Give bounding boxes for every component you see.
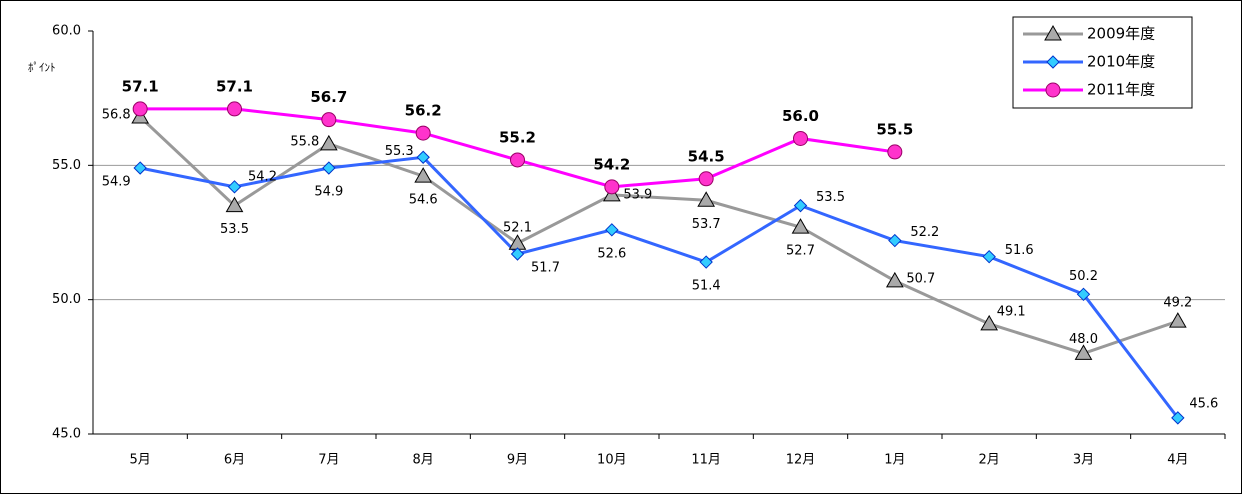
data-point <box>321 112 337 128</box>
data-label: 57.1 <box>122 77 159 95</box>
y-tick-label: 45.0 <box>52 427 81 442</box>
data-point <box>416 150 430 164</box>
x-tick-label: 1月 <box>884 453 905 468</box>
data-label: 49.1 <box>997 304 1026 319</box>
data-label: 55.2 <box>499 128 536 146</box>
data-label: 51.4 <box>692 279 721 294</box>
data-point <box>697 191 716 207</box>
data-label: 55.8 <box>290 134 319 149</box>
data-label: 56.8 <box>102 107 131 122</box>
data-label: 56.0 <box>782 107 819 125</box>
data-label: 52.6 <box>597 246 626 261</box>
data-label: 53.9 <box>623 187 652 202</box>
data-point <box>1171 411 1185 425</box>
legend-marker <box>1046 55 1060 69</box>
data-point <box>510 152 525 168</box>
data-point <box>319 134 338 151</box>
data-point <box>415 125 431 141</box>
data-point <box>982 249 996 264</box>
data-label: 50.2 <box>1069 269 1098 284</box>
data-point <box>132 101 148 117</box>
legend-marker <box>1045 82 1061 98</box>
data-label: 54.2 <box>248 169 277 184</box>
data-label: 52.2 <box>910 225 939 240</box>
data-point <box>133 161 147 175</box>
data-point <box>1074 344 1093 360</box>
legend-label: 2009年度 <box>1087 25 1155 43</box>
data-point <box>1076 287 1091 302</box>
data-label: 57.1 <box>216 77 253 95</box>
data-point <box>510 247 525 261</box>
data-label: 48.0 <box>1069 332 1098 347</box>
data-label: 45.6 <box>1189 396 1218 411</box>
data-label: 52.7 <box>786 244 815 259</box>
x-tick-label: 8月 <box>413 453 434 468</box>
data-point <box>980 314 999 331</box>
data-label: 51.7 <box>531 260 560 275</box>
data-point <box>227 101 242 117</box>
data-label: 54.9 <box>314 185 343 200</box>
x-tick-label: 9月 <box>507 453 528 468</box>
data-label: 51.6 <box>1005 243 1034 258</box>
data-label: 54.2 <box>593 155 630 173</box>
series-line <box>139 115 1179 355</box>
data-label: 53.7 <box>692 217 721 232</box>
data-point <box>605 223 619 237</box>
data-label: 49.2 <box>1163 296 1192 311</box>
y-tick-label: 55.0 <box>52 158 81 173</box>
data-point <box>885 271 904 288</box>
data-point <box>698 171 714 187</box>
data-label: 54.5 <box>688 147 725 165</box>
data-point <box>225 196 244 213</box>
y-tick-label: 60.0 <box>52 24 81 39</box>
data-label: 56.2 <box>405 102 442 120</box>
data-point <box>322 161 336 175</box>
x-tick-label: 7月 <box>318 453 339 468</box>
legend-label: 2010年度 <box>1087 53 1155 71</box>
x-tick-label: 3月 <box>1073 453 1094 468</box>
data-point <box>414 167 433 183</box>
y-tick-label: 50.0 <box>52 292 81 307</box>
data-point <box>791 218 810 234</box>
data-label: 55.3 <box>385 144 414 159</box>
data-label: 53.5 <box>220 222 249 237</box>
x-tick-label: 12月 <box>786 453 816 468</box>
x-tick-label: 5月 <box>130 453 151 468</box>
data-label: 52.1 <box>503 221 532 236</box>
series-line <box>139 155 1180 419</box>
x-tick-label: 4月 <box>1167 453 1188 468</box>
data-label: 56.7 <box>310 88 347 106</box>
x-tick-label: 10月 <box>597 453 627 468</box>
data-point <box>227 180 242 194</box>
x-tick-label: 2月 <box>979 453 1000 468</box>
data-point <box>888 233 902 248</box>
y-axis-label: ﾎﾟｲﾝﾄ <box>28 61 56 74</box>
x-tick-label: 6月 <box>224 453 245 468</box>
data-label: 50.7 <box>906 271 935 286</box>
data-point <box>604 179 620 195</box>
data-label: 54.6 <box>409 193 438 208</box>
data-point <box>887 144 903 160</box>
data-label: 54.9 <box>102 175 131 190</box>
data-point <box>699 255 713 269</box>
data-point <box>793 130 808 146</box>
data-label: 55.5 <box>876 120 913 138</box>
data-point <box>1168 312 1187 328</box>
legend-label: 2011年度 <box>1087 81 1155 99</box>
legend-marker <box>1044 24 1062 41</box>
x-tick-label: 11月 <box>691 453 721 468</box>
data-label: 53.5 <box>816 190 845 205</box>
data-point <box>793 198 808 213</box>
